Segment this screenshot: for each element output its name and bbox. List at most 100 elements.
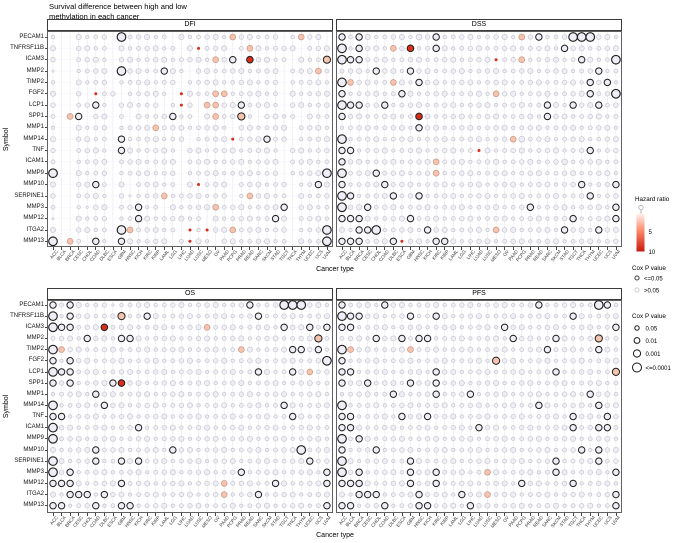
dot bbox=[613, 347, 618, 352]
dot bbox=[612, 45, 619, 52]
dot bbox=[338, 368, 346, 376]
dot bbox=[484, 335, 491, 342]
dot bbox=[323, 479, 331, 488]
dot bbox=[272, 436, 279, 442]
dot bbox=[561, 424, 568, 431]
dot bbox=[519, 159, 525, 165]
dot bbox=[604, 170, 611, 177]
dot bbox=[136, 239, 141, 244]
dot bbox=[109, 480, 116, 487]
dot bbox=[390, 346, 397, 353]
dot bbox=[282, 336, 287, 341]
dot bbox=[485, 125, 490, 131]
dot bbox=[109, 379, 117, 387]
dot bbox=[399, 205, 404, 210]
dot bbox=[562, 358, 567, 364]
dot bbox=[544, 357, 551, 364]
dot bbox=[66, 312, 74, 320]
dot bbox=[459, 313, 465, 319]
dot bbox=[433, 491, 439, 498]
dot bbox=[298, 424, 304, 431]
dot bbox=[66, 113, 74, 120]
dot bbox=[221, 313, 228, 320]
dot bbox=[527, 391, 533, 397]
dot bbox=[296, 445, 307, 455]
dot bbox=[170, 136, 176, 142]
dot bbox=[272, 302, 279, 308]
dot bbox=[502, 114, 507, 119]
x-tick bbox=[155, 513, 157, 516]
dot bbox=[459, 402, 465, 408]
dot bbox=[476, 413, 482, 420]
dot bbox=[316, 470, 321, 475]
dot bbox=[391, 459, 396, 464]
dot bbox=[441, 90, 448, 97]
dot bbox=[466, 390, 475, 398]
dot bbox=[535, 301, 543, 309]
dot bbox=[84, 45, 91, 52]
dot bbox=[237, 101, 246, 109]
dot bbox=[75, 215, 82, 222]
y-tick bbox=[44, 206, 48, 208]
dot bbox=[493, 447, 499, 453]
dot bbox=[110, 313, 116, 319]
x-tick bbox=[427, 247, 428, 250]
dot bbox=[117, 457, 126, 465]
dot bbox=[527, 158, 534, 165]
dot bbox=[75, 391, 82, 398]
dot bbox=[391, 148, 396, 153]
dot bbox=[273, 57, 278, 62]
dot bbox=[570, 402, 576, 408]
dot bbox=[239, 148, 244, 153]
dot bbox=[468, 324, 473, 330]
dot bbox=[136, 227, 141, 233]
dot bbox=[290, 436, 295, 441]
dot bbox=[221, 357, 228, 364]
dot bbox=[579, 425, 585, 431]
dot bbox=[187, 402, 193, 409]
x-tick bbox=[309, 247, 311, 250]
dot bbox=[545, 159, 550, 165]
dot bbox=[451, 358, 456, 363]
dot bbox=[536, 68, 541, 74]
dot bbox=[144, 102, 150, 108]
dot bbox=[459, 391, 465, 397]
dot bbox=[346, 192, 355, 200]
x-tick bbox=[521, 247, 523, 250]
gene-label: ITGA2 bbox=[26, 491, 44, 498]
dot bbox=[179, 458, 184, 464]
dot bbox=[135, 346, 142, 353]
dot bbox=[612, 502, 620, 510]
dot bbox=[161, 391, 167, 397]
dot bbox=[119, 159, 124, 165]
dot bbox=[307, 480, 313, 487]
gene-label: LCP1 bbox=[28, 368, 44, 375]
dot bbox=[220, 90, 228, 98]
x-tick bbox=[181, 247, 182, 250]
dot bbox=[323, 446, 330, 453]
dot bbox=[126, 502, 134, 510]
dot bbox=[314, 345, 323, 354]
dot bbox=[543, 112, 552, 121]
y-tick bbox=[44, 82, 48, 83]
dot bbox=[135, 170, 142, 176]
dot bbox=[153, 216, 158, 221]
dot bbox=[170, 492, 176, 497]
dot bbox=[407, 147, 414, 154]
dot bbox=[587, 204, 593, 210]
dot bbox=[536, 57, 542, 63]
dot bbox=[161, 113, 167, 120]
x-tick bbox=[223, 513, 225, 516]
dot bbox=[281, 480, 288, 487]
x-tick bbox=[223, 247, 225, 250]
dot bbox=[339, 392, 345, 397]
dot bbox=[153, 425, 159, 431]
dot bbox=[373, 45, 380, 52]
dot bbox=[289, 357, 296, 364]
dot bbox=[76, 358, 82, 364]
x-tick bbox=[555, 247, 557, 250]
dot bbox=[84, 469, 90, 475]
dot bbox=[204, 436, 210, 442]
dot bbox=[238, 34, 244, 40]
dot bbox=[195, 159, 202, 165]
